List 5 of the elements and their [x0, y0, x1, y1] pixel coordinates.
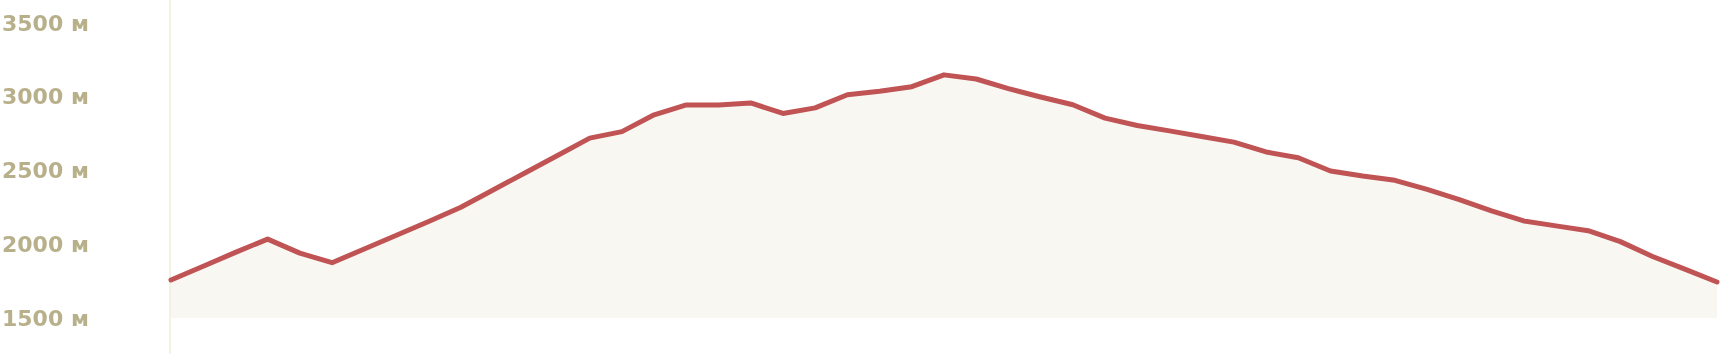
- y-tick-label: 1500 м: [2, 305, 89, 331]
- y-tick-label: 2500 м: [2, 158, 89, 184]
- y-tick-label: 2000 м: [2, 231, 89, 257]
- y-tick-label: 3500 м: [2, 10, 89, 36]
- y-tick-label: 3000 м: [2, 84, 89, 110]
